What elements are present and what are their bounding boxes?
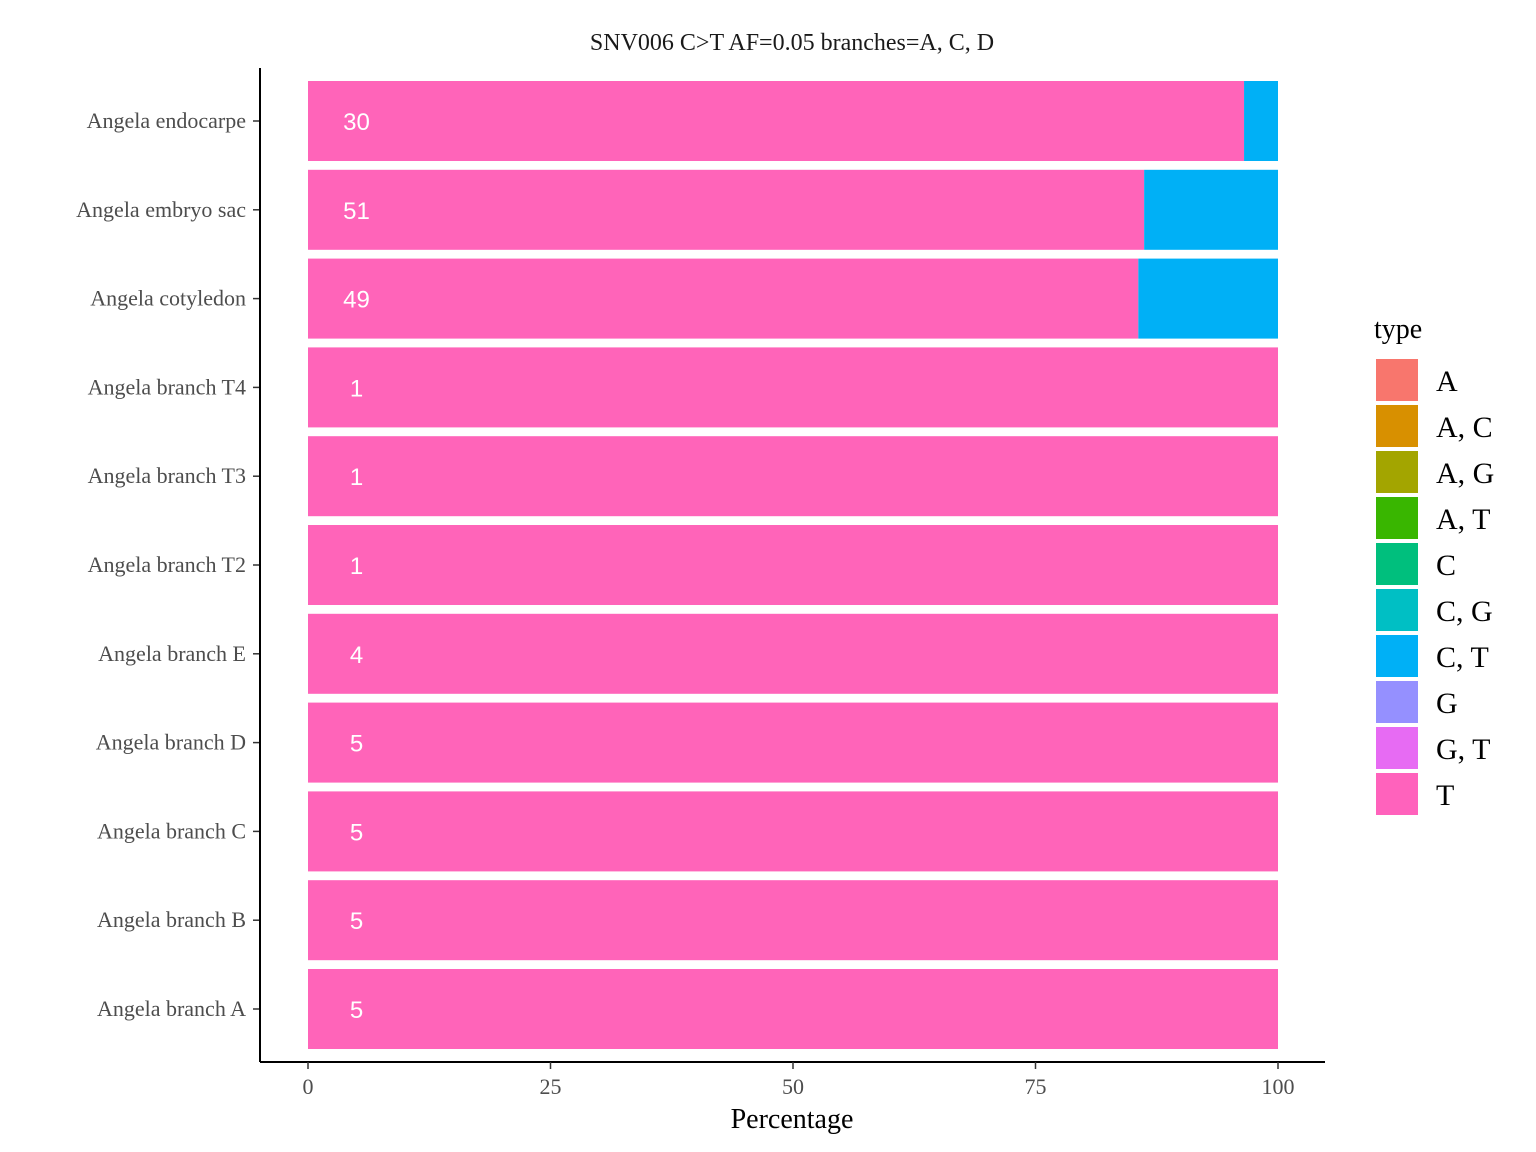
chart-title: SNV006 C>T AF=0.05 branches=A, C, D	[590, 30, 994, 56]
y-tick-label: Angela branch D	[96, 730, 246, 755]
legend-label: A	[1436, 365, 1458, 398]
legend-key	[1376, 543, 1418, 585]
legend-key	[1376, 359, 1418, 401]
legend-label: T	[1436, 779, 1454, 812]
y-tick-label: Angela branch C	[97, 818, 246, 843]
y-tick-label: Angela branch E	[98, 641, 246, 666]
legend-label: C	[1436, 549, 1456, 582]
legend-label: A, G	[1436, 457, 1494, 490]
x-tick-label: 25	[540, 1074, 562, 1099]
bar-count-label: 5	[350, 997, 363, 1024]
bar-count-label: 4	[350, 642, 363, 669]
legend-title: type	[1374, 314, 1422, 345]
x-tick-label: 50	[782, 1074, 804, 1099]
legend-key	[1376, 773, 1418, 815]
y-tick-label: Angela branch T4	[88, 374, 246, 399]
y-tick-label: Angela branch T3	[88, 463, 246, 488]
bar-segment	[308, 791, 1278, 872]
y-tick-label: Angela branch B	[97, 907, 246, 932]
legend-label: G, T	[1436, 733, 1490, 766]
bar-segment	[308, 613, 1278, 694]
legend-key	[1376, 405, 1418, 447]
bar-segment	[308, 347, 1278, 428]
bar-count-label: 49	[343, 287, 370, 314]
y-tick-label: Angela embryo sac	[76, 197, 246, 222]
bar-count-label: 1	[350, 464, 363, 491]
x-axis-title: Percentage	[731, 1104, 854, 1135]
x-tick-label: 75	[1025, 1074, 1047, 1099]
bar-count-label: 51	[343, 198, 370, 225]
legend-key	[1376, 589, 1418, 631]
bar-segment	[308, 169, 1145, 250]
legend-key	[1376, 451, 1418, 493]
bars-layer	[308, 81, 1278, 1049]
legend-key	[1376, 727, 1418, 769]
y-tick-label: Angela branch T2	[88, 552, 246, 577]
legend-label: G	[1436, 687, 1458, 720]
bar-count-label: 5	[350, 731, 363, 758]
legend-key	[1376, 681, 1418, 723]
legend-label: C, T	[1436, 641, 1489, 674]
y-tick-label: Angela cotyledon	[90, 286, 246, 311]
legend-key	[1376, 497, 1418, 539]
bar-count-label: 1	[350, 553, 363, 580]
bar-count-label: 30	[343, 109, 370, 136]
bar-segment	[308, 81, 1245, 161]
bar-segment	[1144, 169, 1278, 250]
bar-segment	[1138, 258, 1278, 339]
bar-segment	[308, 525, 1278, 605]
y-tick-label: Angela branch A	[97, 996, 246, 1021]
legend-label: C, G	[1436, 595, 1493, 628]
legend-key	[1376, 635, 1418, 677]
x-axis: 0 25 50 75 100	[260, 1061, 1325, 1099]
bar-segment	[308, 436, 1278, 517]
bar-labels-layer: 30 51 49 1 1 1 4 5 5 5 5	[343, 109, 370, 1024]
y-tick-label: Angela endocarpe	[87, 108, 246, 133]
bar-segment	[308, 969, 1278, 1049]
bar-segment	[1244, 81, 1278, 161]
legend-label: A, T	[1436, 503, 1490, 536]
x-tick-label: 0	[303, 1074, 314, 1099]
bar-count-label: 5	[350, 908, 363, 935]
legend: type A A, C A, G A, T C C, G C, T G G, T T	[1374, 314, 1494, 815]
legend-label: A, C	[1436, 411, 1493, 444]
x-tick-label: 100	[1262, 1074, 1295, 1099]
bar-segment	[308, 702, 1278, 783]
y-axis: Angela endocarpe Angela embryo sac Angela …	[76, 68, 261, 1062]
bar-segment	[308, 258, 1139, 339]
bar-segment	[308, 880, 1278, 961]
bar-count-label: 5	[350, 819, 363, 846]
bar-count-label: 1	[350, 375, 363, 402]
